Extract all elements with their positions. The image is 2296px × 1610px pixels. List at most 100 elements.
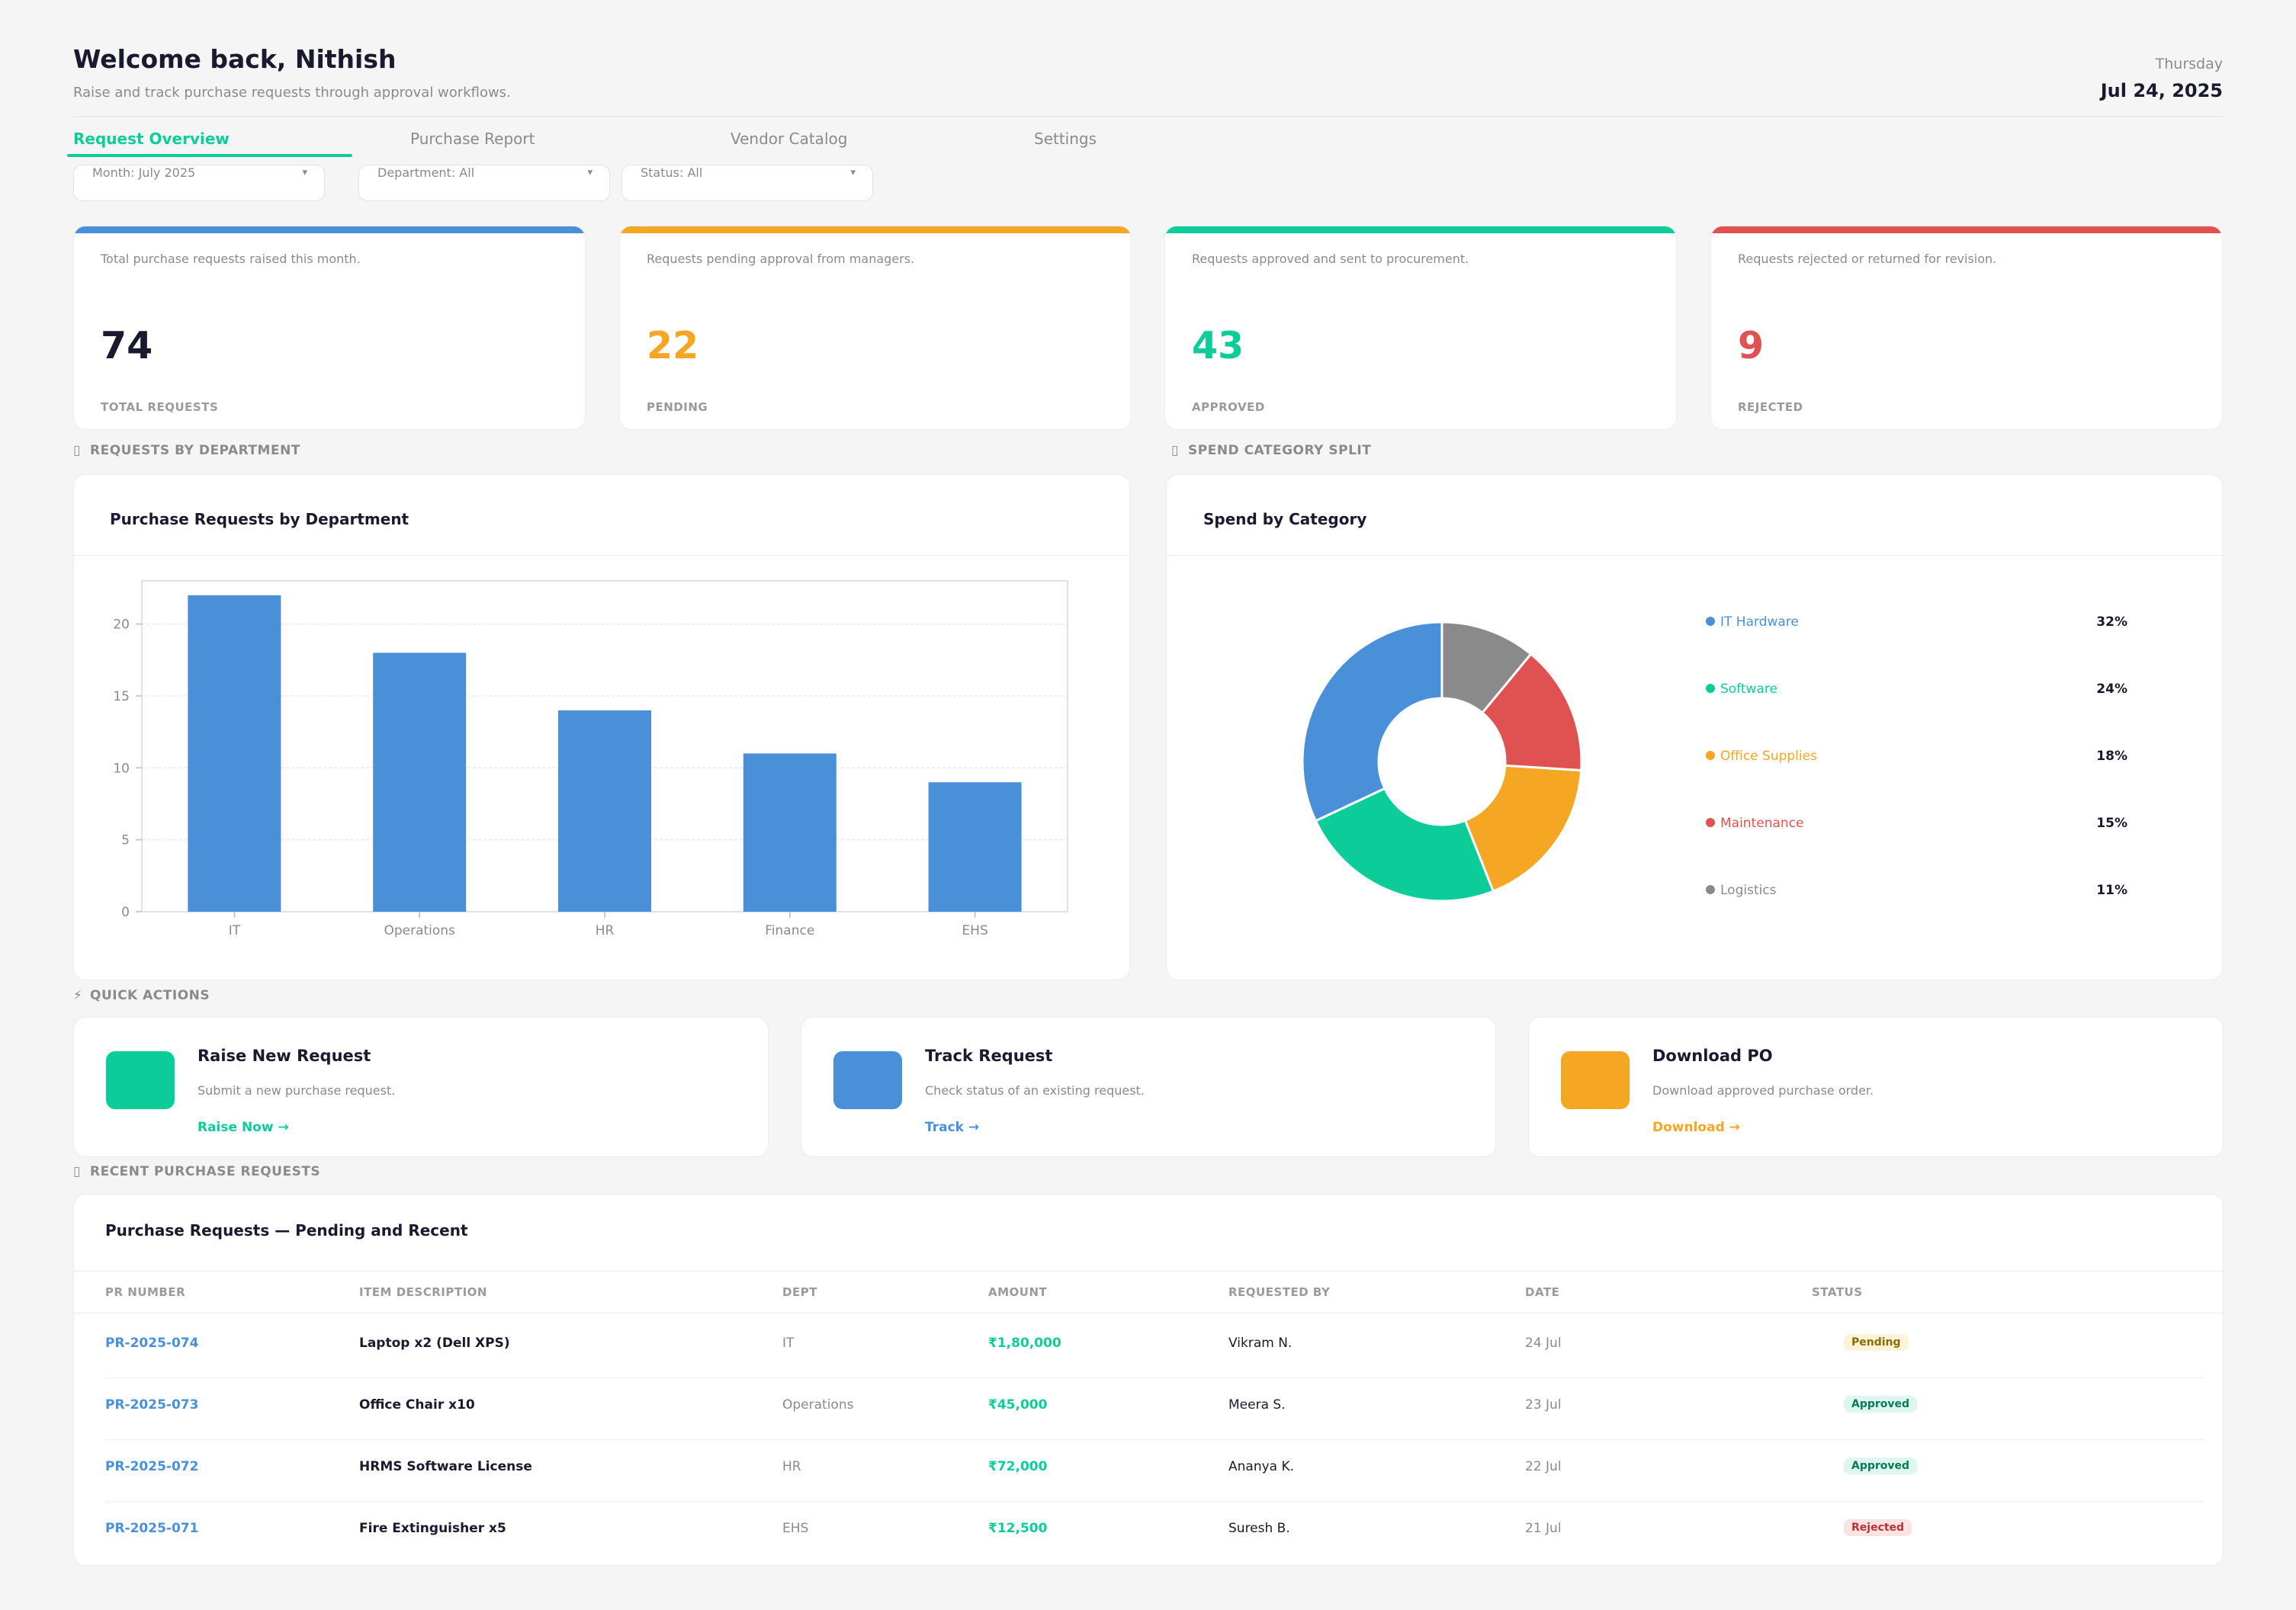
box-icon: ▯ xyxy=(73,443,81,458)
y-tick-label: 10 xyxy=(113,761,130,776)
slice-logistics xyxy=(1440,621,1533,715)
kpi-accent-bar xyxy=(1165,226,1676,233)
quick-action-raise[interactable]: Raise New Request Submit a new purchase … xyxy=(73,1017,769,1157)
x-tick-label: HR xyxy=(596,923,615,938)
date-cell: 22 Jul xyxy=(1525,1459,1562,1474)
row-divider xyxy=(105,1377,2204,1378)
pr-number-link[interactable]: PR-2025-071 xyxy=(105,1521,199,1536)
raise-now-link[interactable]: Raise Now → xyxy=(197,1120,289,1135)
date-cell: 23 Jul xyxy=(1525,1397,1562,1413)
tab-purchase-report[interactable]: Purchase Report xyxy=(410,130,535,148)
pr-number-link[interactable]: PR-2025-073 xyxy=(105,1397,199,1413)
status-filter[interactable]: Status: All ▾ xyxy=(621,165,873,201)
status-badge: Rejected xyxy=(1844,1519,1912,1536)
header-divider xyxy=(73,116,2223,117)
kpi-description: Requests pending approval from managers. xyxy=(647,252,915,266)
legend-dot xyxy=(1706,617,1715,626)
amount-cell: ₹72,000 xyxy=(988,1459,1048,1474)
y-tick-label: 5 xyxy=(121,833,130,848)
dept-cell: HR xyxy=(782,1459,801,1474)
item-description: HRMS Software License xyxy=(359,1459,532,1474)
download-po-icon xyxy=(1561,1051,1630,1109)
pr-number-link[interactable]: PR-2025-074 xyxy=(105,1336,199,1351)
quick-action-title: Raise New Request xyxy=(197,1047,371,1065)
kpi-caption: TOTAL REQUESTS xyxy=(101,400,219,414)
item-description: Office Chair x10 xyxy=(359,1397,475,1413)
column-header-pr-number: PR NUMBER xyxy=(105,1285,186,1299)
amount-cell: ₹1,80,000 xyxy=(988,1336,1061,1351)
month-filter-label: Month: July 2025 xyxy=(92,165,196,180)
legend-percent: 24% xyxy=(2096,682,2127,697)
bar-ehs xyxy=(928,782,1022,912)
kpi-accent-bar xyxy=(1711,226,2222,233)
track-link[interactable]: Track → xyxy=(925,1120,980,1135)
quick-action-title: Track Request xyxy=(925,1047,1053,1065)
column-header-item-description: ITEM DESCRIPTION xyxy=(359,1285,487,1299)
slice-software xyxy=(1314,787,1495,903)
requested-by-cell: Vikram N. xyxy=(1228,1336,1293,1351)
raise-request-icon xyxy=(106,1051,175,1109)
column-header-status: STATUS xyxy=(1812,1285,1863,1299)
download-link[interactable]: Download → xyxy=(1652,1120,1740,1135)
tab-vendor-catalog[interactable]: Vendor Catalog xyxy=(731,130,848,148)
legend-percent: 32% xyxy=(2096,614,2127,630)
kpi-accent-bar xyxy=(620,226,1131,233)
section-label-spend: ▯ SPEND CATEGORY SPLIT xyxy=(1171,443,1372,458)
kpi-description: Requests approved and sent to procuremen… xyxy=(1192,252,1469,266)
department-filter-label: Department: All xyxy=(377,165,475,180)
y-tick-label: 15 xyxy=(113,689,130,704)
table-title: Purchase Requests — Pending and Recent xyxy=(105,1221,468,1240)
row-divider xyxy=(105,1501,2204,1502)
bar-chart: 0 5 10 15 20 IT Operations HR Finance EHS xyxy=(113,580,1068,938)
x-tick-label: Finance xyxy=(765,923,814,938)
kpi-card-total: Total purchase requests raised this mont… xyxy=(73,226,586,430)
pr-number-link[interactable]: PR-2025-072 xyxy=(105,1459,199,1474)
active-tab-indicator xyxy=(67,154,352,157)
bar-it xyxy=(188,595,281,912)
kpi-caption: REJECTED xyxy=(1738,400,1803,414)
date-cell: 21 Jul xyxy=(1525,1521,1562,1536)
quick-action-track[interactable]: Track Request Check status of an existin… xyxy=(801,1017,1496,1157)
box-icon: ▯ xyxy=(1171,443,1179,458)
quick-action-desc: Submit a new purchase request. xyxy=(197,1083,396,1098)
section-label-quick-actions: ⚡ QUICK ACTIONS xyxy=(73,988,210,1003)
date-label: Jul 24, 2025 xyxy=(2100,80,2223,101)
amount-cell: ₹12,500 xyxy=(988,1521,1048,1536)
department-filter[interactable]: Department: All ▾ xyxy=(358,165,610,201)
kpi-caption: APPROVED xyxy=(1192,400,1265,414)
kpi-value: 22 xyxy=(647,324,699,367)
column-header-amount: AMOUNT xyxy=(988,1285,1048,1299)
bar-chart-card: Purchase Requests by Department 0 5 10 15 20… xyxy=(73,474,1130,980)
kpi-value: 43 xyxy=(1192,324,1244,367)
bar-finance xyxy=(743,753,837,912)
item-description: Laptop x2 (Dell XPS) xyxy=(359,1336,510,1351)
chevron-down-icon: ▾ xyxy=(587,167,592,178)
tab-request-overview[interactable]: Request Overview xyxy=(73,130,230,148)
status-badge: Pending xyxy=(1844,1334,1909,1351)
x-tick-label: IT xyxy=(229,923,241,938)
legend-dot xyxy=(1706,684,1715,693)
section-label-recent: ▯ RECENT PURCHASE REQUESTS xyxy=(73,1164,321,1179)
legend-label: IT Hardware xyxy=(1720,614,1799,630)
day-label: Thursday xyxy=(2155,56,2223,72)
bar-hr xyxy=(558,710,651,912)
column-header-date: DATE xyxy=(1525,1285,1560,1299)
quick-action-download[interactable]: Download PO Download approved purchase o… xyxy=(1528,1017,2224,1157)
quick-action-desc: Download approved purchase order. xyxy=(1652,1083,1874,1098)
date-cell: 24 Jul xyxy=(1525,1336,1562,1351)
amount-cell: ₹45,000 xyxy=(988,1397,1048,1413)
quick-action-title: Download PO xyxy=(1652,1047,1773,1065)
chevron-down-icon: ▾ xyxy=(850,167,856,178)
card-divider xyxy=(74,555,1129,556)
status-badge: Approved xyxy=(1844,1458,1918,1474)
kpi-value: 74 xyxy=(101,324,153,367)
y-tick-label: 20 xyxy=(113,617,130,633)
column-header-requested-by: REQUESTED BY xyxy=(1228,1285,1331,1299)
tab-settings[interactable]: Settings xyxy=(1034,130,1097,148)
legend-label: Office Supplies xyxy=(1720,749,1817,764)
card-divider xyxy=(73,1271,2224,1272)
kpi-card-rejected: Requests rejected or returned for revisi… xyxy=(1710,226,2223,430)
x-tick-label: Operations xyxy=(384,923,455,938)
track-request-icon xyxy=(833,1051,902,1109)
month-filter[interactable]: Month: July 2025 ▾ xyxy=(73,165,325,201)
